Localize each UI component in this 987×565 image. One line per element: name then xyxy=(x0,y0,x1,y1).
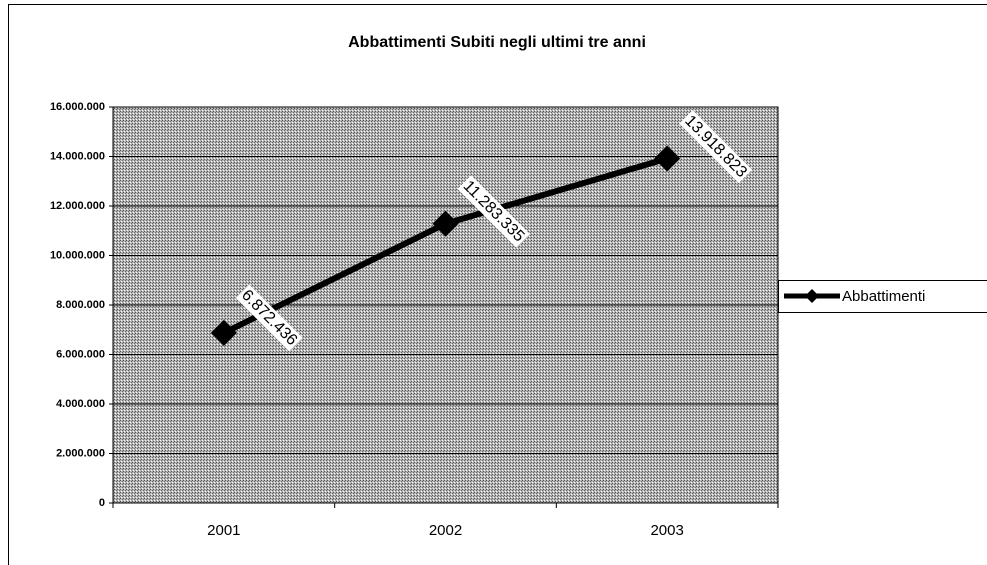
legend-marker xyxy=(805,289,819,303)
y-tick-label: 16.000.000 xyxy=(50,101,105,113)
value-label-bg xyxy=(235,284,303,352)
y-tick-label: 4.000.000 xyxy=(56,398,105,410)
marker xyxy=(432,210,459,237)
marker xyxy=(210,319,237,346)
value-label-bg xyxy=(457,175,530,248)
y-tick-label: 12.000.000 xyxy=(50,200,105,212)
x-tick-label: 2003 xyxy=(650,522,683,539)
chart-title: Abbattimenti Subiti negli ultimi tre ann… xyxy=(348,34,646,51)
x-tick-label: 2001 xyxy=(207,522,240,539)
marker xyxy=(654,145,681,172)
legend-label: Abbattimenti xyxy=(842,288,925,305)
y-tick-label: 6.000.000 xyxy=(56,348,105,360)
y-tick-label: 8.000.000 xyxy=(56,299,105,311)
y-tick-label: 0 xyxy=(99,497,105,509)
y-tick-label: 14.000.000 xyxy=(50,150,105,162)
x-tick-label: 2002 xyxy=(429,522,462,539)
y-tick-label: 10.000.000 xyxy=(50,249,105,261)
y-tick-label: 2.000.000 xyxy=(56,447,105,459)
value-label-bg xyxy=(679,110,753,184)
